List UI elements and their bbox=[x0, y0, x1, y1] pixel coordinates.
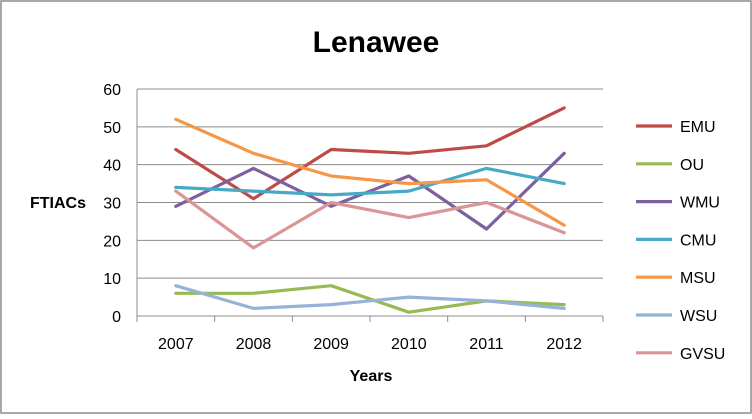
x-axis-title: Years bbox=[350, 368, 393, 385]
legend-label-emu: EMU bbox=[680, 119, 716, 136]
y-tick-label: 10 bbox=[103, 271, 121, 288]
series-lines bbox=[174, 106, 566, 314]
x-tick-label: 2007 bbox=[158, 336, 194, 353]
y-tick-label: 40 bbox=[103, 158, 121, 175]
x-tick-label: 2009 bbox=[313, 336, 349, 353]
legend-label-msu: MSU bbox=[680, 270, 716, 287]
legend-label-ou: OU bbox=[680, 157, 704, 174]
y-axis-title: FTIACs bbox=[30, 195, 86, 212]
legend-label-wmu: WMU bbox=[680, 195, 720, 212]
legend-label-wsu: WSU bbox=[680, 308, 717, 325]
series-line-wmu bbox=[174, 151, 566, 231]
y-tick-label: 50 bbox=[103, 120, 121, 137]
legend-label-gvsu: GVSU bbox=[680, 346, 725, 363]
x-tick-label: 2012 bbox=[546, 336, 582, 353]
series-line-cmu bbox=[174, 166, 566, 197]
y-tick-label: 0 bbox=[112, 309, 121, 326]
gridlines bbox=[137, 88, 603, 279]
chart-title: Lenawee bbox=[313, 26, 440, 59]
series-line-wsu bbox=[174, 284, 566, 310]
series-line-gvsu bbox=[174, 189, 566, 250]
y-tick-label: 30 bbox=[103, 196, 121, 213]
x-tick-label: 2008 bbox=[236, 336, 272, 353]
series-line-msu bbox=[174, 117, 566, 227]
legend: EMU OU WMU CMU MSU WSU GVSU bbox=[636, 119, 725, 363]
y-tick-label: 20 bbox=[103, 233, 121, 250]
y-tick-label: 60 bbox=[103, 82, 121, 99]
axes: 0 10 20 30 40 50 60 2007 2008 2009 2010 2011 2012 bbox=[103, 82, 604, 353]
x-tick-label: 2011 bbox=[469, 336, 504, 353]
legend-label-cmu: CMU bbox=[680, 232, 716, 249]
x-tick-label: 2010 bbox=[391, 336, 427, 353]
